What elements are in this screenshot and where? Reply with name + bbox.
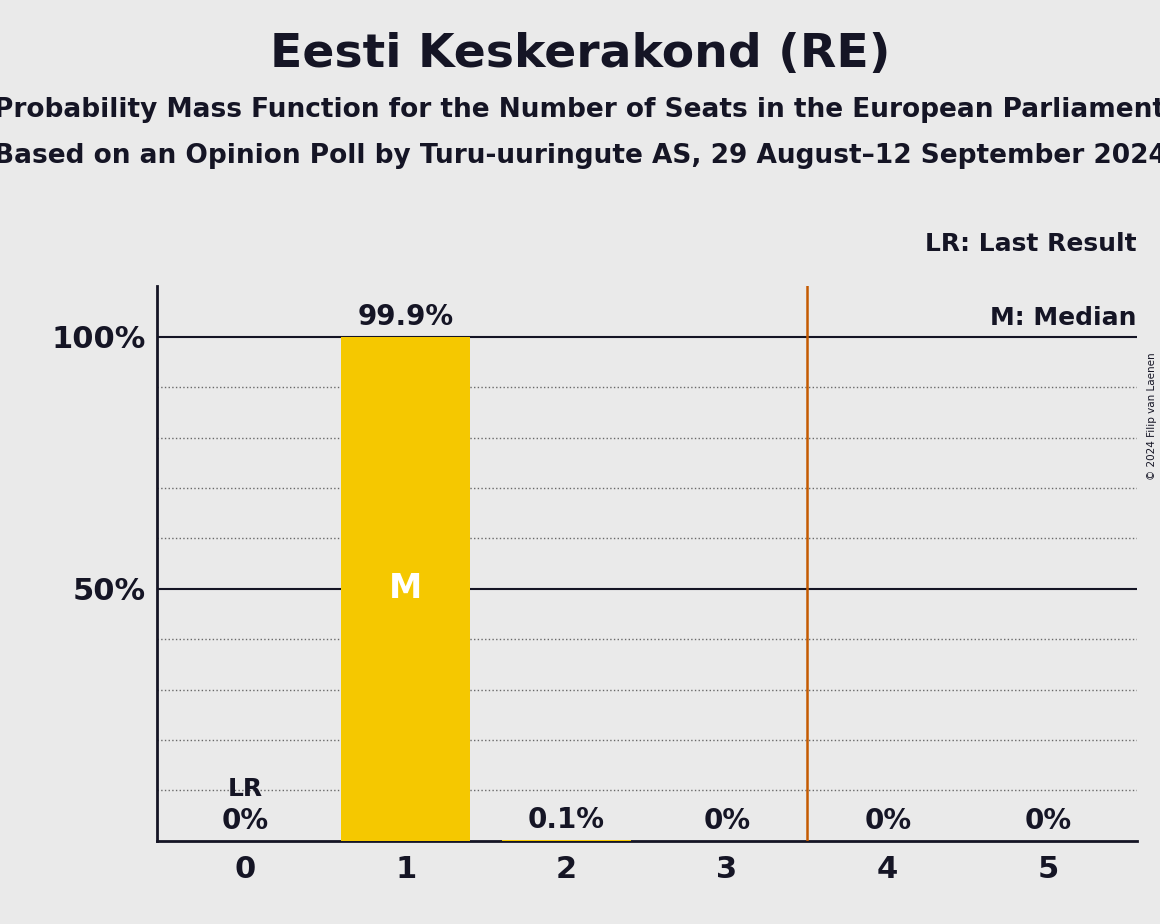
Text: 0%: 0%	[864, 807, 912, 834]
Text: Probability Mass Function for the Number of Seats in the European Parliament: Probability Mass Function for the Number…	[0, 97, 1160, 123]
Text: 0%: 0%	[703, 807, 751, 834]
Text: 0%: 0%	[1024, 807, 1072, 834]
Text: M: M	[389, 572, 422, 605]
Text: Eesti Keskerakond (RE): Eesti Keskerakond (RE)	[270, 32, 890, 78]
Bar	[341, 337, 470, 841]
Text: 0.1%: 0.1%	[528, 807, 604, 834]
Text: 99.9%: 99.9%	[357, 303, 454, 332]
Text: Based on an Opinion Poll by Turu-uuringute AS, 29 August–12 September 2024: Based on an Opinion Poll by Turu-uuringu…	[0, 143, 1160, 169]
Text: LR: Last Result: LR: Last Result	[926, 232, 1137, 256]
Text: LR: LR	[227, 776, 262, 800]
Text: 0%: 0%	[222, 807, 269, 834]
Text: © 2024 Filip van Laenen: © 2024 Filip van Laenen	[1147, 352, 1157, 480]
Text: M: Median: M: Median	[991, 306, 1137, 330]
